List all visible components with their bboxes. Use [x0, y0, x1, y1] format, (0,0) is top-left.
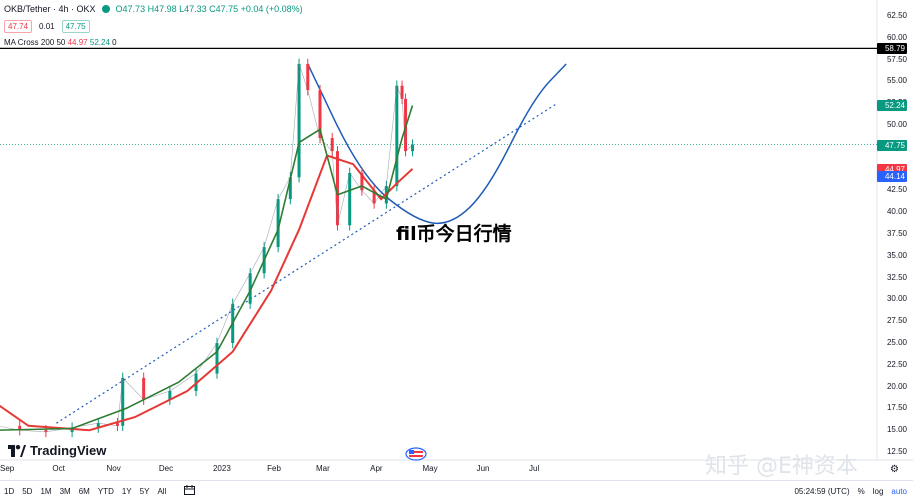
price-tick-label: 57.50 [886, 54, 907, 64]
candle-body [142, 377, 146, 400]
range-button-6m[interactable]: 6M [78, 486, 90, 496]
indicator-legend[interactable]: MA Cross 200 50 44.97 52.24 0 [4, 38, 117, 47]
candle-body [348, 172, 352, 226]
auto-scale-toggle[interactable]: auto [891, 486, 907, 496]
indicator-name: MA Cross 200 50 [4, 38, 66, 47]
percent-toggle[interactable]: % [857, 486, 865, 496]
price-tick-label: 35.00 [886, 250, 907, 260]
ma-200-line [0, 154, 414, 432]
candle-body [400, 85, 404, 99]
settings-gear-icon[interactable]: ⚙ [890, 464, 899, 475]
price-tag-other: 44.14 [877, 171, 907, 183]
trade-chips: 47.74 0.01 47.75 [4, 20, 90, 33]
time-tick-label: Mar [316, 464, 330, 473]
candle-body [248, 273, 252, 304]
price-tick-label: 12.50 [886, 447, 907, 456]
candle-body [335, 151, 339, 226]
time-tick-label: Jul [529, 464, 540, 473]
chart-header: OKB/Tether · 4h · OKX O47.73 H47.98 L47.… [4, 4, 303, 14]
price-tick-label: 15.00 [886, 425, 907, 435]
price-tick-label: 37.50 [886, 229, 907, 238]
tradingview-logo: TradingView [8, 443, 106, 458]
tradingview-logo-text: TradingView [30, 443, 107, 458]
price-tick-label: 50.00 [886, 120, 907, 129]
price-series-line [0, 63, 413, 433]
candle-body [411, 144, 415, 152]
candle-body [372, 190, 376, 204]
buy-price-button[interactable]: 47.75 [61, 20, 90, 33]
time-tick-label: Feb [267, 464, 281, 473]
sell-price-button[interactable]: 47.74 [4, 20, 33, 33]
price-tick-label: 60.00 [886, 32, 907, 42]
utc-clock[interactable]: 05:24:59 (UTC) [794, 486, 850, 496]
candle-body [168, 390, 172, 400]
candle-body [330, 138, 334, 152]
candle-body [96, 423, 100, 428]
candle-body [44, 430, 48, 432]
range-button-1m[interactable]: 1M [40, 486, 52, 496]
range-button-3m[interactable]: 3M [59, 486, 71, 496]
time-tick-label: Nov [106, 464, 121, 473]
spread-value: 0.01 [39, 22, 55, 31]
time-tick-label: Dec [158, 464, 174, 473]
time-tick-label: May [422, 464, 438, 473]
range-button-1d[interactable]: 1D [4, 486, 15, 496]
flag-icon[interactable] [405, 447, 427, 466]
candle-body [18, 425, 22, 431]
candle-body [288, 177, 292, 200]
price-tick-label: 20.00 [886, 381, 907, 391]
price-tick-label: 22.50 [886, 359, 907, 369]
symbol-title[interactable]: OKB/Tether · 4h · OKX [4, 4, 96, 14]
market-open-icon [101, 5, 110, 13]
time-tick-label: Oct [52, 464, 65, 473]
watermark-text: 知乎 @E神资本 [705, 454, 858, 479]
price-tick-label: 62.50 [886, 11, 907, 20]
price-tag-ma-fast: 52.24 [877, 100, 907, 112]
tradingview-logo-icon [8, 444, 26, 457]
candle-body [276, 199, 280, 248]
price-tag-resistance: 58.79 [877, 43, 907, 55]
time-tick-label: Jun [476, 464, 490, 473]
candle-body [306, 63, 310, 91]
ohlc-readout: O47.73 H47.98 L47.33 C47.75 +0.04 (+0.08… [115, 4, 303, 14]
candle-body [215, 343, 219, 374]
range-button-ytd[interactable]: YTD [97, 486, 114, 496]
price-tick-label: 40.00 [886, 207, 907, 217]
candle-body [395, 85, 399, 187]
indicator-extra-value: 0 [112, 38, 117, 47]
log-toggle[interactable]: log [872, 486, 884, 496]
range-button-5y[interactable]: 5Y [139, 486, 150, 496]
ma-fast-value: 52.24 [89, 38, 110, 47]
price-tag-ma-slow: 44.97 [877, 163, 907, 175]
price-tick-label: 30.00 [886, 294, 907, 304]
toolbar-right: 05:24:59 (UTC) % log auto [794, 487, 913, 496]
time-tick-label: Sep [0, 464, 15, 473]
price-tick-label: 25.00 [886, 338, 907, 347]
time-tick-label: 2023 [212, 464, 231, 473]
time-tick-label: Apr [370, 464, 383, 473]
range-button-all[interactable]: All [157, 486, 167, 496]
price-tick-label: 27.50 [886, 316, 907, 326]
ma-slow-value: 44.97 [67, 38, 88, 47]
ma-50-line [0, 105, 414, 431]
candle-body [297, 63, 301, 178]
dotted-trendline [56, 102, 558, 424]
price-tick-label: 42.50 [886, 185, 907, 195]
range-button-1y[interactable]: 1Y [121, 486, 132, 496]
range-buttons: 1D 5D 1M 3M 6M YTD 1Y 5Y All [0, 487, 170, 496]
candle-body [318, 90, 322, 139]
price-tick-label: 55.00 [886, 76, 907, 86]
price-tick-label: 32.50 [886, 272, 907, 282]
candle-body [121, 377, 125, 426]
overlay-caption: fil币今日行情 [396, 223, 512, 245]
price-tick-label: 17.50 [886, 403, 907, 413]
cup-curve [307, 63, 567, 225]
candle-body [360, 172, 364, 191]
bottom-toolbar: 1D 5D 1M 3M 6M YTD 1Y 5Y All 05:24:59 (UTC) % lo… [0, 480, 913, 501]
calendar-icon[interactable] [180, 485, 199, 497]
range-button-5d[interactable]: 5D [22, 486, 33, 496]
price-tag-last: 47.75 [877, 139, 907, 151]
